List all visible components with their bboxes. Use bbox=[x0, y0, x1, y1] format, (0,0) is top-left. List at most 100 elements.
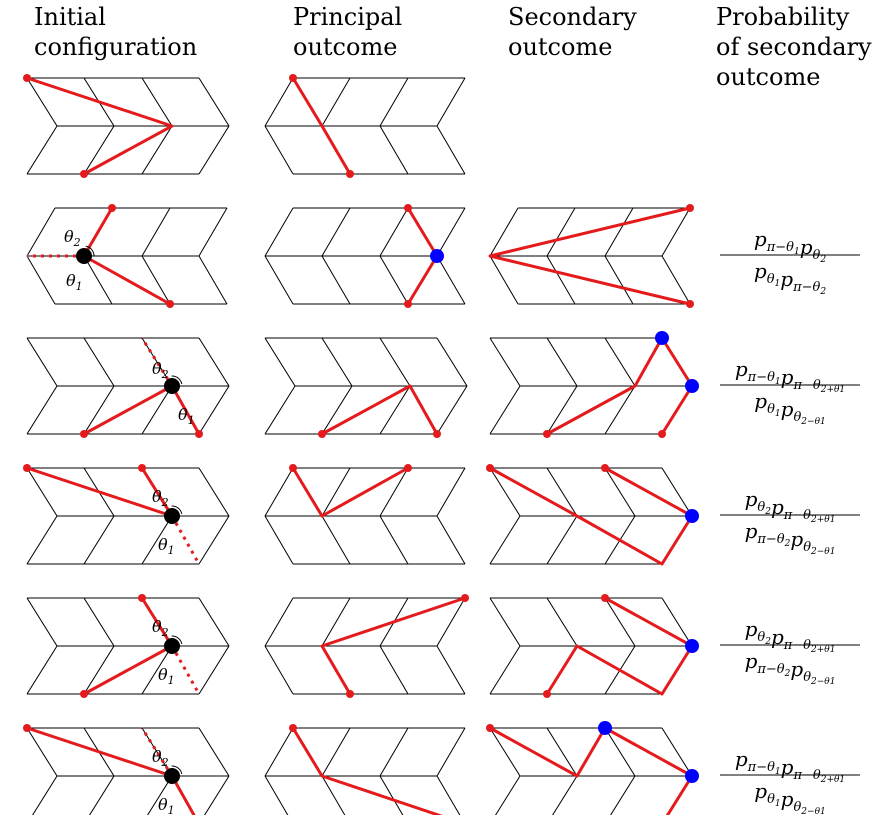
lattice-edge bbox=[198, 207, 228, 257]
lattice-edge bbox=[321, 597, 351, 647]
lattice-edge bbox=[604, 467, 636, 517]
lattice-edge bbox=[379, 125, 409, 175]
lattice-edge bbox=[661, 255, 691, 305]
lattice-edge bbox=[604, 255, 634, 305]
lattice-edge bbox=[546, 515, 578, 565]
angle-arc bbox=[85, 245, 95, 257]
lattice-edge bbox=[26, 515, 58, 565]
path-principal bbox=[291, 727, 443, 815]
theta1-label: θ1 bbox=[158, 795, 175, 815]
lattice-edge bbox=[495, 775, 521, 815]
lattice-edge bbox=[436, 727, 466, 777]
lattice-edge bbox=[32, 775, 58, 815]
pivot-vertex bbox=[164, 768, 180, 784]
path-endpoint bbox=[289, 74, 297, 82]
lattice-edge bbox=[379, 337, 411, 387]
blue-marker bbox=[655, 331, 669, 345]
lattice-edge bbox=[141, 125, 173, 175]
header-probability: Probability of secondary outcome bbox=[716, 3, 872, 91]
header-initial-configuration: Initial configuration bbox=[34, 3, 198, 61]
lattice-edge bbox=[436, 645, 466, 695]
lattice-edge bbox=[321, 467, 351, 517]
lattice-edge bbox=[661, 207, 691, 257]
path-endpoint bbox=[346, 170, 354, 178]
lattice-edge bbox=[264, 597, 294, 647]
path-principal bbox=[291, 466, 409, 518]
lattice-edge bbox=[26, 125, 58, 175]
path-endpoint bbox=[138, 464, 146, 472]
lattice-edge bbox=[436, 385, 468, 435]
lattice-edge bbox=[661, 727, 693, 777]
lattice-edge bbox=[379, 467, 409, 517]
lattice-edge bbox=[26, 385, 58, 435]
lattice-edge bbox=[264, 255, 294, 305]
dotted-continuation bbox=[140, 337, 174, 387]
lattice-edge bbox=[264, 337, 296, 387]
path-endpoint bbox=[486, 464, 494, 472]
lattice-edge bbox=[204, 775, 230, 815]
path-endpoint bbox=[486, 724, 494, 732]
lattice-edge bbox=[546, 467, 578, 517]
blue-marker bbox=[685, 509, 699, 523]
lattice-edge bbox=[604, 207, 634, 257]
lattice-edge bbox=[546, 207, 576, 257]
lattice-edge bbox=[610, 775, 636, 815]
path-secondary bbox=[545, 596, 694, 696]
path-endpoint bbox=[138, 594, 146, 602]
path-endpoint bbox=[23, 74, 31, 82]
path-endpoint bbox=[404, 464, 412, 472]
lattice-edge bbox=[264, 515, 294, 565]
pivot-vertex bbox=[164, 378, 180, 394]
lattice-edge bbox=[264, 645, 294, 695]
lattice-edge bbox=[552, 775, 578, 815]
path-principal bbox=[291, 77, 352, 175]
lattice-edge bbox=[489, 727, 521, 777]
path-endpoint bbox=[601, 464, 609, 472]
path-endpoint bbox=[686, 204, 694, 212]
lattice-edge bbox=[198, 337, 230, 387]
path-endpoint bbox=[686, 300, 694, 308]
theta2-label: θ2 bbox=[152, 617, 169, 639]
path-endpoint bbox=[23, 724, 31, 732]
path-principal bbox=[321, 384, 439, 436]
lattice-edge bbox=[89, 775, 115, 815]
lattice-edge bbox=[147, 775, 173, 815]
lattice-edge bbox=[198, 597, 230, 647]
lattice-edge bbox=[379, 77, 409, 127]
lattice-edge bbox=[264, 77, 294, 127]
row-5: θ2 θ1 pθ2pπ−θ2+θ1pπ−θ2pθ2−θ1 bbox=[26, 594, 860, 698]
lattice-edge bbox=[436, 77, 466, 127]
lattice-edge bbox=[661, 597, 693, 647]
path-initial bbox=[26, 76, 174, 176]
path-endpoint bbox=[461, 594, 469, 602]
path-endpoint bbox=[404, 300, 412, 308]
path-endpoint bbox=[346, 690, 354, 698]
dotted-continuation bbox=[170, 515, 201, 565]
lattice-edge bbox=[198, 125, 230, 175]
lattice-edge bbox=[26, 467, 58, 517]
lattice-edge bbox=[604, 597, 636, 647]
lattice-edge bbox=[198, 645, 230, 695]
path-initial bbox=[26, 466, 174, 518]
path-endpoint bbox=[80, 430, 88, 438]
lattice-edge bbox=[26, 77, 58, 127]
theta1-label: θ1 bbox=[178, 405, 195, 427]
blue-marker bbox=[685, 769, 699, 783]
blue-marker bbox=[685, 639, 699, 653]
lattice-edge bbox=[26, 727, 58, 777]
lattice-edge bbox=[198, 515, 230, 565]
theta2-label: θ2 bbox=[152, 747, 169, 769]
path-endpoint bbox=[195, 430, 203, 438]
lattice-edge bbox=[264, 727, 294, 777]
path-endpoint bbox=[289, 724, 297, 732]
path-endpoint bbox=[23, 464, 31, 472]
lattice-edge bbox=[264, 125, 294, 175]
pivot-vertex bbox=[164, 638, 180, 654]
lattice-edge bbox=[83, 255, 113, 305]
lattice-edge bbox=[264, 467, 294, 517]
blue-marker bbox=[598, 721, 612, 735]
lattice-edge bbox=[321, 727, 351, 777]
lattice-edge bbox=[321, 515, 351, 565]
probability-numerator: pθ2pπ−θ2+θ1 bbox=[745, 617, 836, 655]
